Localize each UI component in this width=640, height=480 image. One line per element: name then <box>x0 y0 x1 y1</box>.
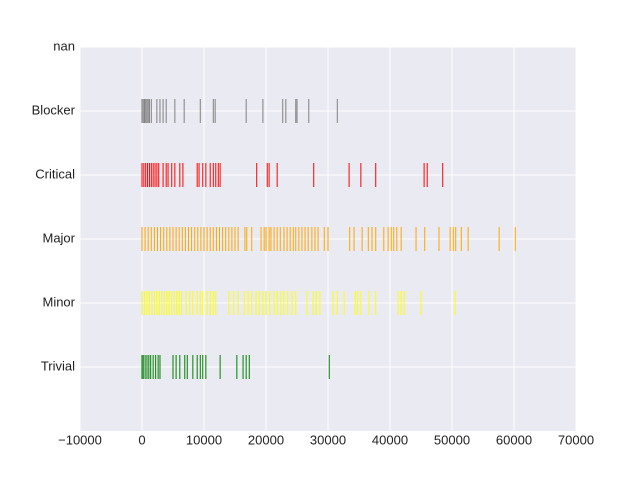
x-tick-label: −10000 <box>58 432 102 447</box>
x-tick-label: 10000 <box>186 432 222 447</box>
y-tick-label: Blocker <box>32 102 76 117</box>
x-tick-label: 40000 <box>372 432 408 447</box>
y-tick-label: Trivial <box>41 358 75 373</box>
y-tick-label: nan <box>53 38 75 53</box>
y-tick-label: Critical <box>35 166 75 181</box>
x-tick-label: 20000 <box>248 432 284 447</box>
x-tick-label: 50000 <box>434 432 470 447</box>
x-tick-label: 30000 <box>310 432 346 447</box>
y-tick-label: Minor <box>42 294 75 309</box>
x-tick-label: 0 <box>138 432 145 447</box>
x-tick-label: 60000 <box>496 432 532 447</box>
y-tick-label: Major <box>42 230 75 245</box>
x-tick-label: 70000 <box>558 432 594 447</box>
